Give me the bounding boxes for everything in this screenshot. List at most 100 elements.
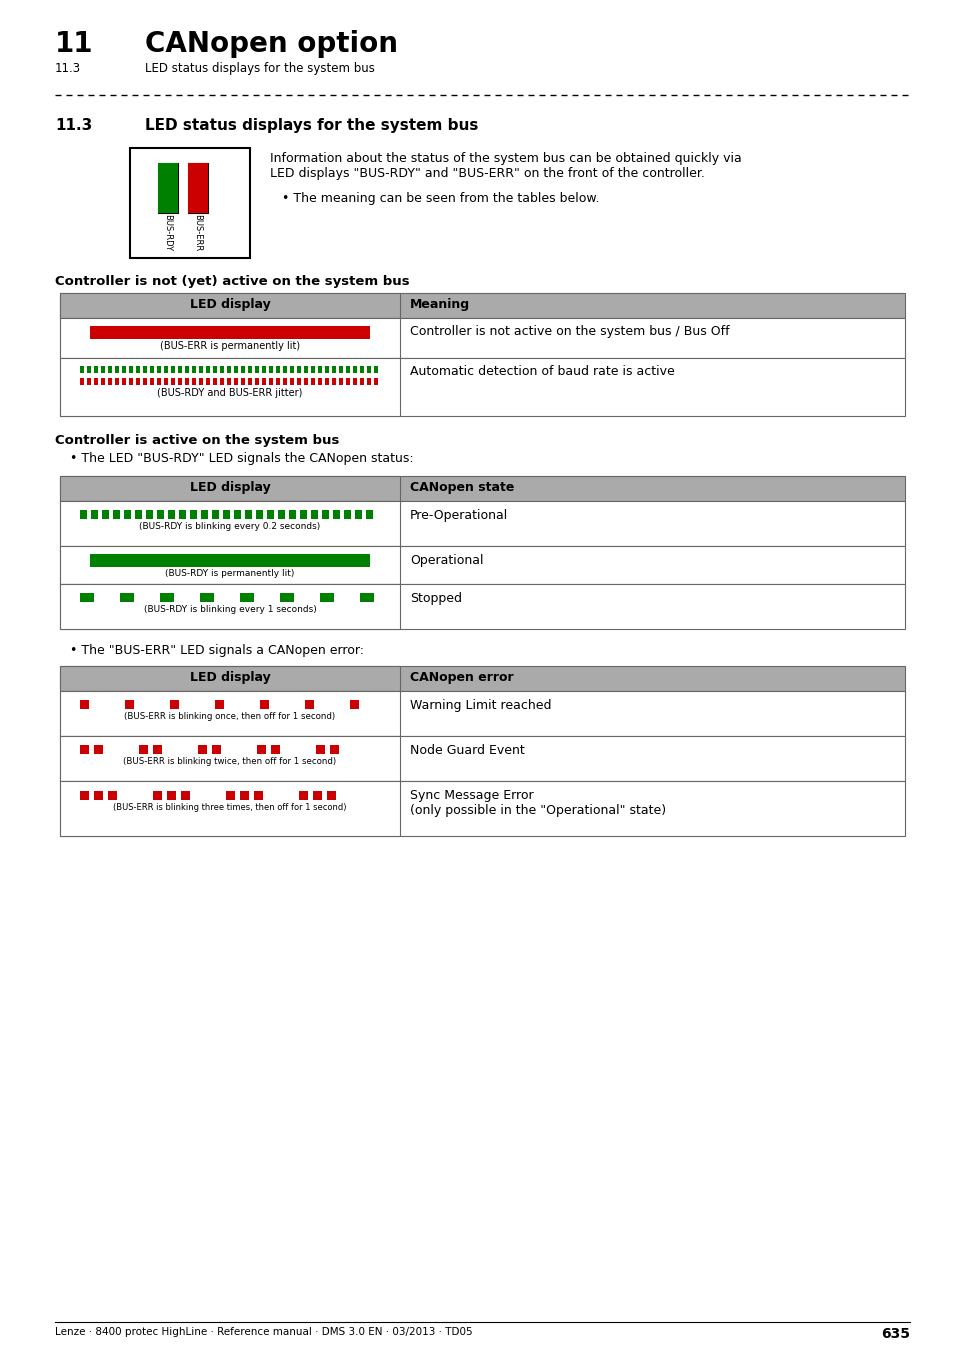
Bar [139, 745, 148, 755]
Bar [171, 366, 174, 373]
Bar [94, 366, 98, 373]
Bar [170, 701, 179, 709]
Bar [248, 366, 252, 373]
Bar [305, 701, 314, 709]
Bar [94, 791, 103, 801]
Bar [124, 510, 131, 518]
Bar [108, 378, 112, 385]
Text: Lenze · 8400 protec HighLine · Reference manual · DMS 3.0 EN · 03/2013 · TD05: Lenze · 8400 protec HighLine · Reference… [55, 1327, 472, 1336]
Bar [262, 378, 266, 385]
Bar [214, 701, 224, 709]
Bar [192, 378, 195, 385]
Bar [181, 791, 190, 801]
Bar [143, 378, 147, 385]
Bar [60, 358, 399, 416]
Bar [290, 378, 294, 385]
Bar [277, 510, 285, 518]
Bar [226, 791, 234, 801]
Bar [108, 366, 112, 373]
Bar [254, 378, 258, 385]
Bar [327, 791, 335, 801]
Bar [157, 510, 164, 518]
Text: Controller is not (yet) active on the system bus: Controller is not (yet) active on the sy… [55, 275, 409, 288]
Bar [101, 366, 105, 373]
Bar [80, 701, 89, 709]
Text: (BUS-ERR is blinking three times, then off for 1 second): (BUS-ERR is blinking three times, then o… [113, 803, 346, 811]
Bar [213, 366, 216, 373]
Bar [120, 593, 133, 602]
Bar [333, 510, 339, 518]
Bar [296, 366, 301, 373]
Text: Information about the status of the system bus can be obtained quickly via
LED d: Information about the status of the syst… [270, 153, 741, 180]
Text: (BUS-RDY is permanently lit): (BUS-RDY is permanently lit) [165, 568, 294, 578]
Bar [233, 366, 237, 373]
Bar [60, 477, 399, 501]
Bar [122, 366, 126, 373]
Bar [283, 378, 287, 385]
Bar [129, 366, 132, 373]
Bar [125, 701, 133, 709]
Bar [164, 366, 168, 373]
Bar [350, 701, 358, 709]
Bar [338, 366, 343, 373]
Bar [115, 366, 119, 373]
Bar [60, 691, 904, 736]
Text: (BUS-ERR is blinking twice, then off for 1 second): (BUS-ERR is blinking twice, then off for… [123, 757, 336, 765]
Bar [60, 293, 904, 319]
Text: Meaning: Meaning [410, 298, 470, 311]
Bar [178, 366, 182, 373]
Bar [280, 593, 294, 602]
Bar [304, 366, 308, 373]
Bar [60, 319, 399, 358]
Bar [112, 510, 120, 518]
Bar [245, 510, 252, 518]
Bar [200, 593, 213, 602]
Bar [313, 791, 322, 801]
Bar [227, 378, 231, 385]
Text: CANopen option: CANopen option [145, 30, 397, 58]
Text: CANopen error: CANopen error [410, 671, 513, 684]
Bar [299, 510, 307, 518]
Bar [60, 477, 904, 501]
Bar [150, 378, 153, 385]
Bar [178, 378, 182, 385]
Bar [241, 378, 245, 385]
Bar [255, 510, 263, 518]
Bar [220, 366, 224, 373]
Text: LED status displays for the system bus: LED status displays for the system bus [145, 62, 375, 76]
Bar [94, 745, 103, 755]
Bar [233, 510, 241, 518]
Bar [223, 510, 230, 518]
Bar [220, 378, 224, 385]
Bar [190, 510, 196, 518]
Bar [367, 378, 371, 385]
Bar [262, 366, 266, 373]
Text: 11.3: 11.3 [55, 117, 92, 134]
Bar [60, 501, 904, 545]
Bar [101, 378, 105, 385]
Text: (BUS-RDY and BUS-ERR jitter): (BUS-RDY and BUS-ERR jitter) [157, 387, 302, 398]
Text: LED display: LED display [190, 671, 270, 684]
Bar [332, 378, 335, 385]
Text: CANopen state: CANopen state [410, 481, 514, 494]
Bar [311, 366, 314, 373]
Bar [115, 378, 119, 385]
Bar [157, 366, 161, 373]
Bar [359, 366, 364, 373]
Bar [359, 378, 364, 385]
Bar [94, 378, 98, 385]
Bar [253, 791, 263, 801]
Text: • The "BUS-ERR" LED signals a CANopen error:: • The "BUS-ERR" LED signals a CANopen er… [70, 644, 364, 657]
Bar [60, 691, 399, 736]
Bar [188, 163, 208, 213]
Bar [367, 366, 371, 373]
Bar [135, 510, 142, 518]
Bar [325, 366, 329, 373]
Bar [80, 745, 89, 755]
Text: 635: 635 [880, 1327, 909, 1341]
Bar [346, 366, 350, 373]
Bar [192, 366, 195, 373]
Bar [160, 593, 173, 602]
Bar [102, 510, 109, 518]
Text: Warning Limit reached: Warning Limit reached [410, 699, 551, 711]
